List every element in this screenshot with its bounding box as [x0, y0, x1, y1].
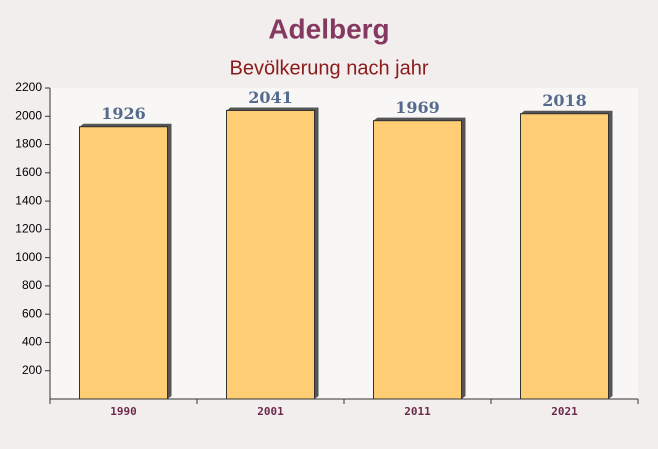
y-tick-label: 1400	[15, 193, 42, 207]
y-tick-label: 200	[22, 363, 42, 377]
chart-subtitle: Bevölkerung nach jahr	[229, 57, 428, 79]
y-tick-label: 1000	[15, 250, 42, 264]
bar	[226, 109, 315, 400]
value-label: 1969	[395, 98, 440, 117]
x-tick-label: 2021	[551, 405, 578, 418]
y-tick-label: 1600	[15, 165, 42, 179]
value-label: 1926	[101, 104, 146, 123]
y-tick-label: 800	[22, 278, 42, 292]
value-label: 2018	[542, 91, 587, 110]
y-tick-label: 400	[22, 335, 42, 349]
value-label: 2041	[248, 88, 293, 107]
x-tick-label: 2001	[257, 405, 284, 418]
y-tick-label: 2200	[15, 80, 42, 94]
y-tick-label: 1200	[15, 222, 42, 236]
chart-title: Adelberg	[268, 13, 389, 44]
x-tick-label: 2011	[404, 405, 431, 418]
bar	[373, 120, 462, 400]
x-tick-label: 1990	[110, 405, 137, 418]
y-tick-label: 2000	[15, 108, 42, 122]
bar	[79, 126, 168, 400]
y-tick-label: 600	[22, 306, 42, 320]
bar	[520, 113, 609, 400]
y-tick-label: 1800	[15, 137, 42, 151]
